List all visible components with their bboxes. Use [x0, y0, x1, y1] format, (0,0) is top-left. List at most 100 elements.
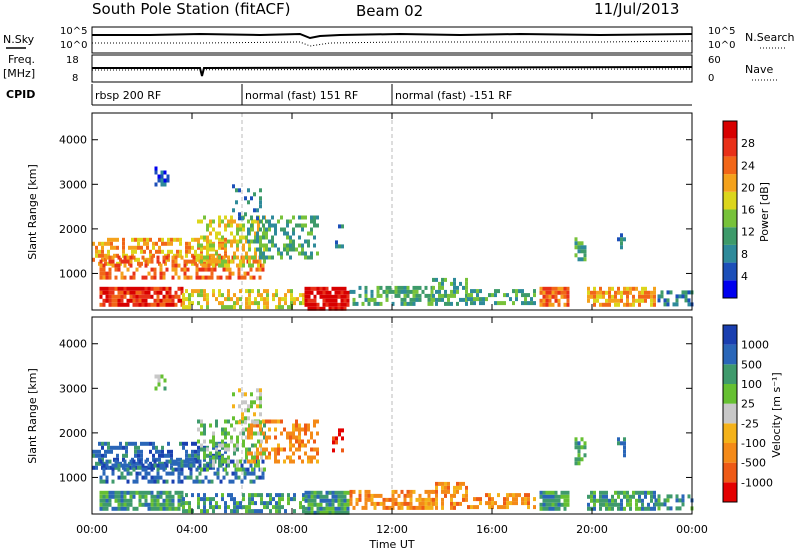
- range-cell: [98, 253, 101, 258]
- range-cell: [163, 378, 167, 383]
- range-cell: [168, 294, 172, 299]
- range-cell: [262, 243, 265, 248]
- range-cell: [191, 293, 194, 298]
- range-cell: [257, 263, 260, 268]
- range-cell: [233, 463, 236, 468]
- range-cell: [322, 294, 326, 299]
- range-cell: [343, 502, 347, 507]
- range-cell: [617, 502, 620, 507]
- range-cell: [684, 290, 688, 295]
- range-cell: [259, 423, 262, 428]
- range-cell: [268, 219, 271, 224]
- x-tick-label: 00:00: [76, 523, 108, 536]
- range-cell: [114, 490, 118, 495]
- range-cell: [545, 286, 549, 291]
- range-cell: [203, 293, 206, 298]
- range-cell: [403, 297, 407, 302]
- range-cell: [110, 245, 113, 250]
- range-cell: [355, 497, 359, 502]
- range-cell: [206, 239, 209, 244]
- range-cell: [180, 467, 184, 472]
- range-cell: [545, 498, 549, 503]
- range-cell: [316, 223, 319, 228]
- range-cell: [301, 251, 304, 256]
- range-cell: [316, 451, 319, 456]
- range-cell: [660, 290, 664, 295]
- range-cell: [447, 293, 450, 298]
- range-cell: [554, 290, 558, 295]
- range-cell: [236, 505, 239, 510]
- range-cell: [527, 293, 530, 298]
- range-cell: [254, 463, 257, 468]
- range-cell: [212, 443, 215, 448]
- range-cell: [107, 465, 110, 470]
- range-cell: [234, 471, 238, 476]
- range-cell: [346, 506, 350, 511]
- range-cell: [635, 506, 638, 511]
- range-cell: [482, 297, 485, 302]
- range-cell: [657, 294, 661, 299]
- range-cell: [200, 443, 203, 448]
- range-cell: [212, 463, 215, 468]
- range-cell: [269, 493, 272, 498]
- range-cell: [105, 506, 109, 511]
- colorbar-segment: [723, 209, 737, 228]
- range-cell: [206, 509, 209, 514]
- range-cell: [137, 241, 140, 246]
- range-cell: [244, 196, 247, 201]
- colorbar-segment: [723, 384, 737, 404]
- range-cell: [657, 502, 661, 507]
- range-cell: [144, 494, 148, 499]
- range-cell: [222, 255, 226, 260]
- range-cell: [286, 247, 289, 252]
- nsky-tick-bottom: 10^0: [60, 40, 87, 51]
- range-cell: [268, 255, 271, 260]
- range-cell: [275, 493, 278, 498]
- range-cell: [406, 289, 410, 294]
- range-cell: [334, 302, 338, 307]
- range-cell: [137, 445, 140, 450]
- range-cell: [191, 453, 194, 458]
- range-cell: [632, 302, 635, 307]
- range-cell: [126, 302, 130, 307]
- range-cell: [242, 493, 245, 498]
- range-cell: [331, 490, 335, 495]
- range-cell: [599, 286, 602, 291]
- range-cell: [650, 302, 653, 307]
- nave-tick-bottom: 0: [708, 73, 714, 84]
- x-tick-label: 16:00: [476, 523, 508, 536]
- range-cell: [221, 445, 224, 450]
- range-cell: [262, 215, 265, 220]
- range-cell: [672, 302, 676, 307]
- range-cell: [641, 290, 644, 295]
- range-cell: [473, 497, 476, 502]
- range-cell: [334, 494, 338, 499]
- range-cell: [251, 455, 254, 460]
- range-cell: [583, 441, 587, 446]
- range-cell: [185, 253, 188, 258]
- range-cell: [494, 293, 497, 298]
- range-cell: [150, 506, 154, 511]
- range-cell: [227, 297, 230, 302]
- range-cell: [98, 449, 101, 454]
- range-cell: [382, 289, 386, 294]
- range-cell: [319, 490, 323, 495]
- range-cell: [397, 505, 401, 510]
- range-cell: [251, 263, 254, 268]
- range-cell: [444, 481, 447, 486]
- range-cell: [111, 298, 115, 303]
- range-cell: [542, 302, 546, 307]
- range-cell: [325, 302, 329, 307]
- range-cell: [164, 261, 167, 266]
- range-cell: [467, 293, 470, 298]
- range-cell: [620, 441, 623, 446]
- range-cell: [122, 453, 125, 458]
- range-cell: [296, 297, 299, 302]
- range-cell: [453, 485, 456, 490]
- range-cell: [412, 297, 416, 302]
- range-cell: [283, 231, 286, 236]
- range-cell: [132, 294, 136, 299]
- range-cell: [197, 439, 200, 444]
- range-cell: [328, 290, 332, 295]
- range-cell: [376, 293, 380, 298]
